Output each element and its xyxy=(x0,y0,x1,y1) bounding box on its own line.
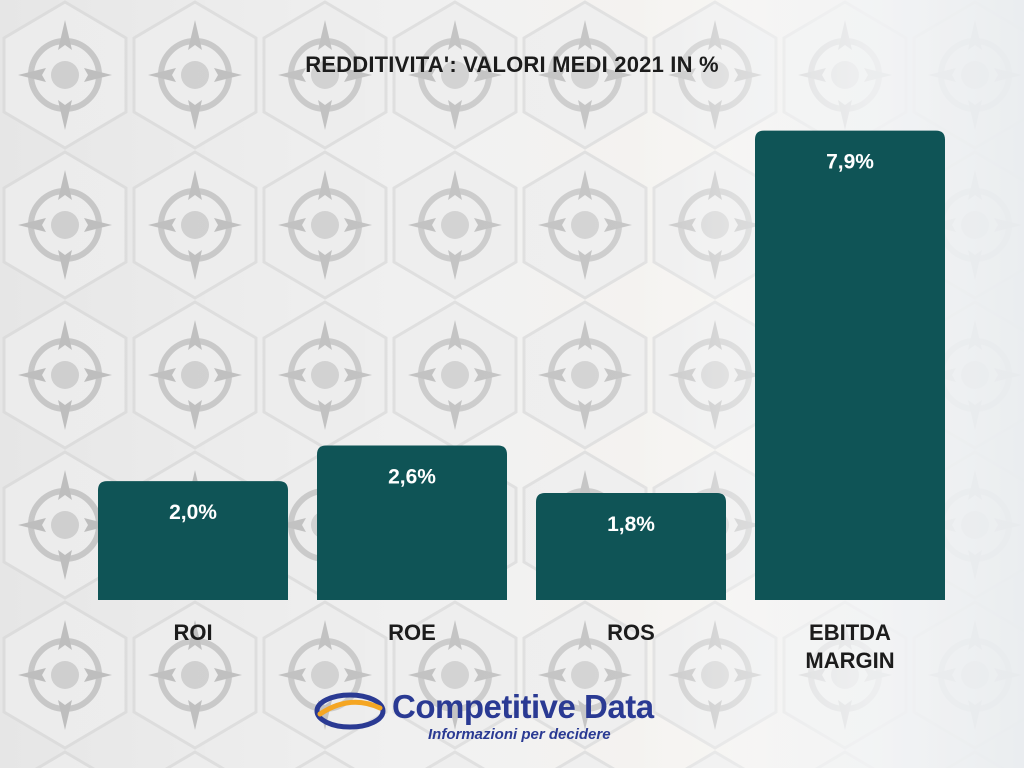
category-label: ROE xyxy=(388,620,436,645)
category-label: ROI xyxy=(173,620,212,645)
data-label: 1,8% xyxy=(607,513,655,536)
bar-ebitda-margin xyxy=(755,130,945,600)
logo-swoosh-icon xyxy=(314,692,386,730)
category-label: ROS xyxy=(607,620,655,645)
data-label: 2,0% xyxy=(169,501,217,524)
category-label: EBITDA xyxy=(809,620,891,645)
bar-roe xyxy=(317,445,507,600)
data-label: 7,9% xyxy=(826,151,874,174)
bar-roi xyxy=(98,481,288,600)
bar-ros xyxy=(536,493,726,600)
logo-name: Competitive Data xyxy=(392,688,654,725)
category-label: MARGIN xyxy=(805,648,894,673)
brand-logo: Competitive Data Informazioni per decide… xyxy=(314,686,704,746)
data-label: 2,6% xyxy=(388,466,436,489)
logo-tagline: Informazioni per decidere xyxy=(428,726,611,743)
chart-title: REDDITIVITA': VALORI MEDI 2021 IN % xyxy=(305,52,719,77)
